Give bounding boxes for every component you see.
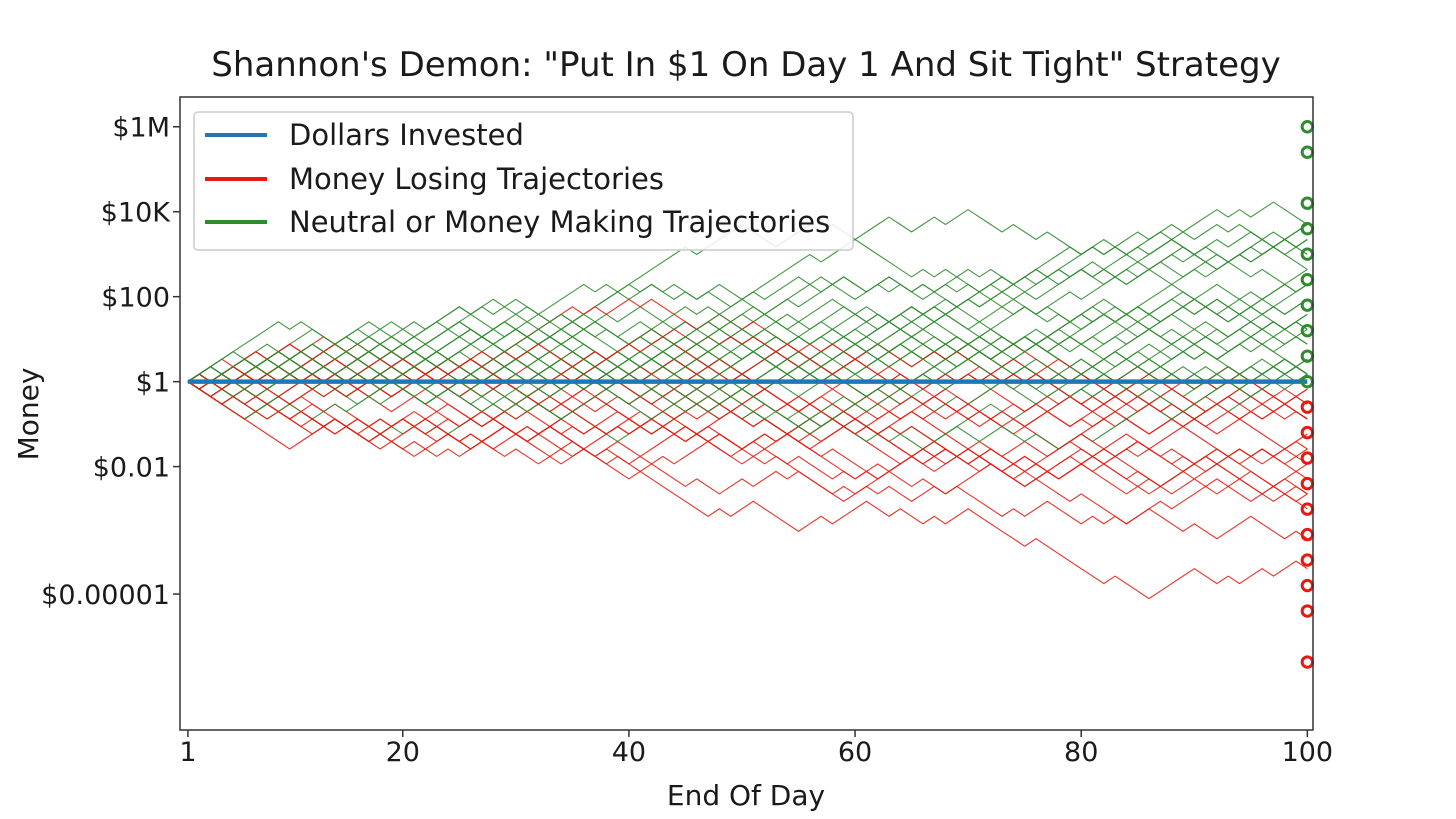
trajectory-line [187, 380, 1308, 600]
y-tick-label: $0.01 [93, 453, 170, 484]
x-tick-label: 80 [1064, 737, 1098, 768]
x-axis: 1 20 40 60 80 100 [179, 730, 1333, 768]
x-tick-label: 60 [838, 737, 872, 768]
legend-label-losing: Money Losing Trajectories [289, 162, 664, 196]
y-tick-label: $1M [112, 113, 170, 144]
plot-frame [179, 96, 1314, 731]
trajectory-line [187, 201, 1308, 383]
x-tick-label: 1 [179, 737, 196, 768]
trajectory-line [187, 298, 1308, 435]
chart-title: Shannon's Demon: "Put In $1 On Day 1 And… [211, 45, 1280, 85]
x-tick-label: 40 [612, 737, 646, 768]
trajectory-line [187, 298, 1308, 405]
y-tick-label: $0.00001 [41, 580, 170, 611]
y-tick-label: $1 [136, 368, 170, 399]
trajectory-line [187, 313, 1308, 390]
y-axis-title: Money [12, 368, 45, 461]
x-tick-label: 20 [386, 737, 420, 768]
legend-label-invested: Dollars Invested [289, 118, 524, 152]
legend-box [193, 111, 854, 251]
legend: Dollars Invested Money Losing Trajectori… [193, 111, 854, 251]
y-tick-label: $10K [101, 198, 172, 229]
y-axis: $1M $10K $100 $1 $0.01 $0.00001 [41, 113, 180, 611]
x-axis-title: End Of Day [667, 779, 825, 812]
x-tick-label: 100 [1282, 737, 1334, 768]
trajectory-line [187, 381, 1308, 502]
y-tick-label: $100 [101, 283, 170, 314]
trajectory-layer [187, 201, 1308, 600]
trajectory-line [187, 381, 1308, 450]
legend-label-making: Neutral or Money Making Trajectories [289, 205, 830, 239]
